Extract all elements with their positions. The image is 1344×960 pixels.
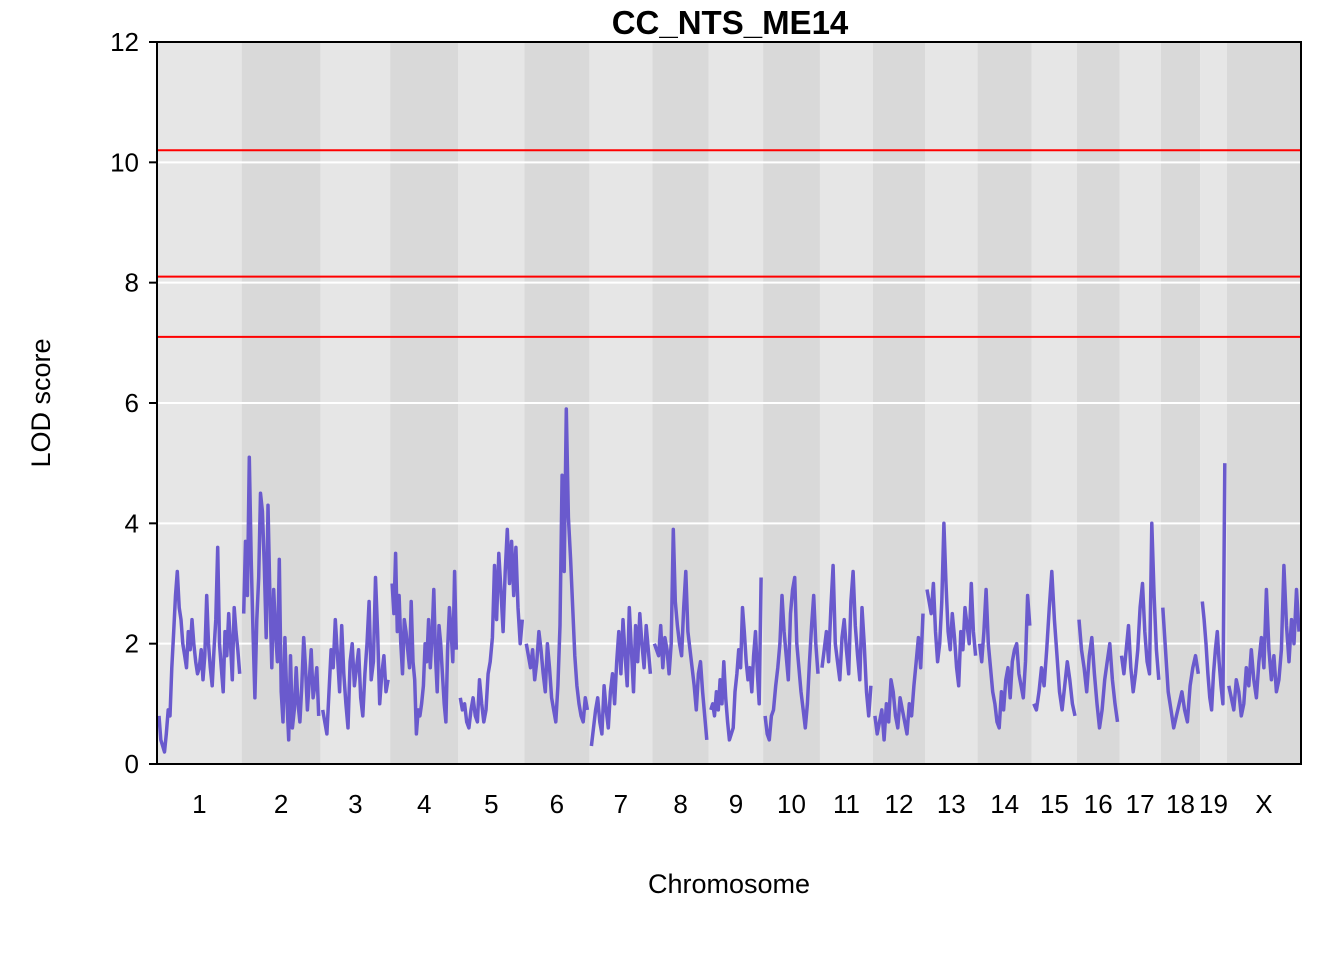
lod-line-chr-3: [320, 575, 390, 736]
lod-line-chr-14: [977, 587, 1032, 730]
y-axis-label: LOD score: [26, 338, 56, 467]
lod-series: [157, 407, 1301, 754]
x-tick-label-chr-9: 9: [729, 789, 743, 819]
x-tick-label-chr-17: 17: [1126, 789, 1155, 819]
y-tick-label-2: 2: [125, 629, 139, 659]
grid-lines: [157, 161, 1301, 645]
lod-line-chr-15: [1032, 569, 1077, 717]
y-tick-label-4: 4: [125, 508, 139, 538]
x-tick-label-chr-5: 5: [484, 789, 498, 819]
x-tick-label-chr-16: 16: [1084, 789, 1113, 819]
lod-line-chr-12: [873, 613, 925, 742]
y-tick-label-10: 10: [110, 147, 139, 177]
lod-line-chr-2: [241, 455, 321, 742]
lod-line-chr-19: [1200, 463, 1227, 712]
x-tick-label-chr-6: 6: [550, 789, 564, 819]
lod-line-chr-4: [390, 551, 459, 736]
x-tick-label-chr-2: 2: [274, 789, 288, 819]
threshold-lines: [157, 149, 1301, 338]
x-tick-label-chr-7: 7: [614, 789, 628, 819]
lod-line-chr-6: [524, 407, 590, 724]
lod-line-chr-x: [1227, 563, 1301, 718]
y-tick-label-0: 0: [125, 749, 139, 779]
x-tick-label-chr-10: 10: [777, 789, 806, 819]
x-tick-label-chr-18: 18: [1166, 789, 1195, 819]
x-tick-label-chr-3: 3: [348, 789, 362, 819]
y-axis: 0 2 4 6 8 10 12: [110, 27, 158, 779]
chart-title: CC_NTS_ME14: [612, 4, 849, 41]
x-tick-label-chr-14: 14: [990, 789, 1019, 819]
y-tick-label-6: 6: [125, 388, 139, 418]
y-tick-label-8: 8: [125, 268, 139, 298]
x-tick-label-chr-x: X: [1255, 789, 1272, 819]
x-axis-label: Chromosome: [648, 869, 810, 899]
x-tick-label-chr-12: 12: [885, 789, 914, 819]
lod-line-chr-17: [1119, 521, 1161, 694]
x-tick-label-chr-1: 1: [192, 789, 206, 819]
y-tick-label-12: 12: [110, 27, 139, 57]
x-tick-label-chr-11: 11: [833, 789, 860, 819]
lod-line-chr-18: [1161, 607, 1201, 730]
lod-line-chr-8: [652, 527, 709, 741]
x-tick-label-chr-19: 19: [1199, 789, 1228, 819]
x-tick-label-chr-15: 15: [1040, 789, 1069, 819]
lod-line-chr-5: [458, 527, 525, 730]
lod-line-chr-1: [157, 545, 242, 754]
lod-line-chr-9: [709, 577, 763, 742]
x-axis: 1 2 3 4 5 6 7 8 9 10 11 12 13 14 15 16 17 18 19 X: [192, 789, 1272, 819]
lod-line-chr-7: [589, 605, 653, 747]
lod-line-chr-13: [925, 521, 978, 688]
lod-line-chr-11: [820, 563, 873, 718]
lod-line-chr-16: [1077, 619, 1120, 730]
x-tick-label-chr-8: 8: [673, 789, 687, 819]
x-tick-label-chr-4: 4: [417, 789, 431, 819]
lod-line-chr-10: [763, 575, 820, 742]
x-tick-label-chr-13: 13: [937, 789, 966, 819]
